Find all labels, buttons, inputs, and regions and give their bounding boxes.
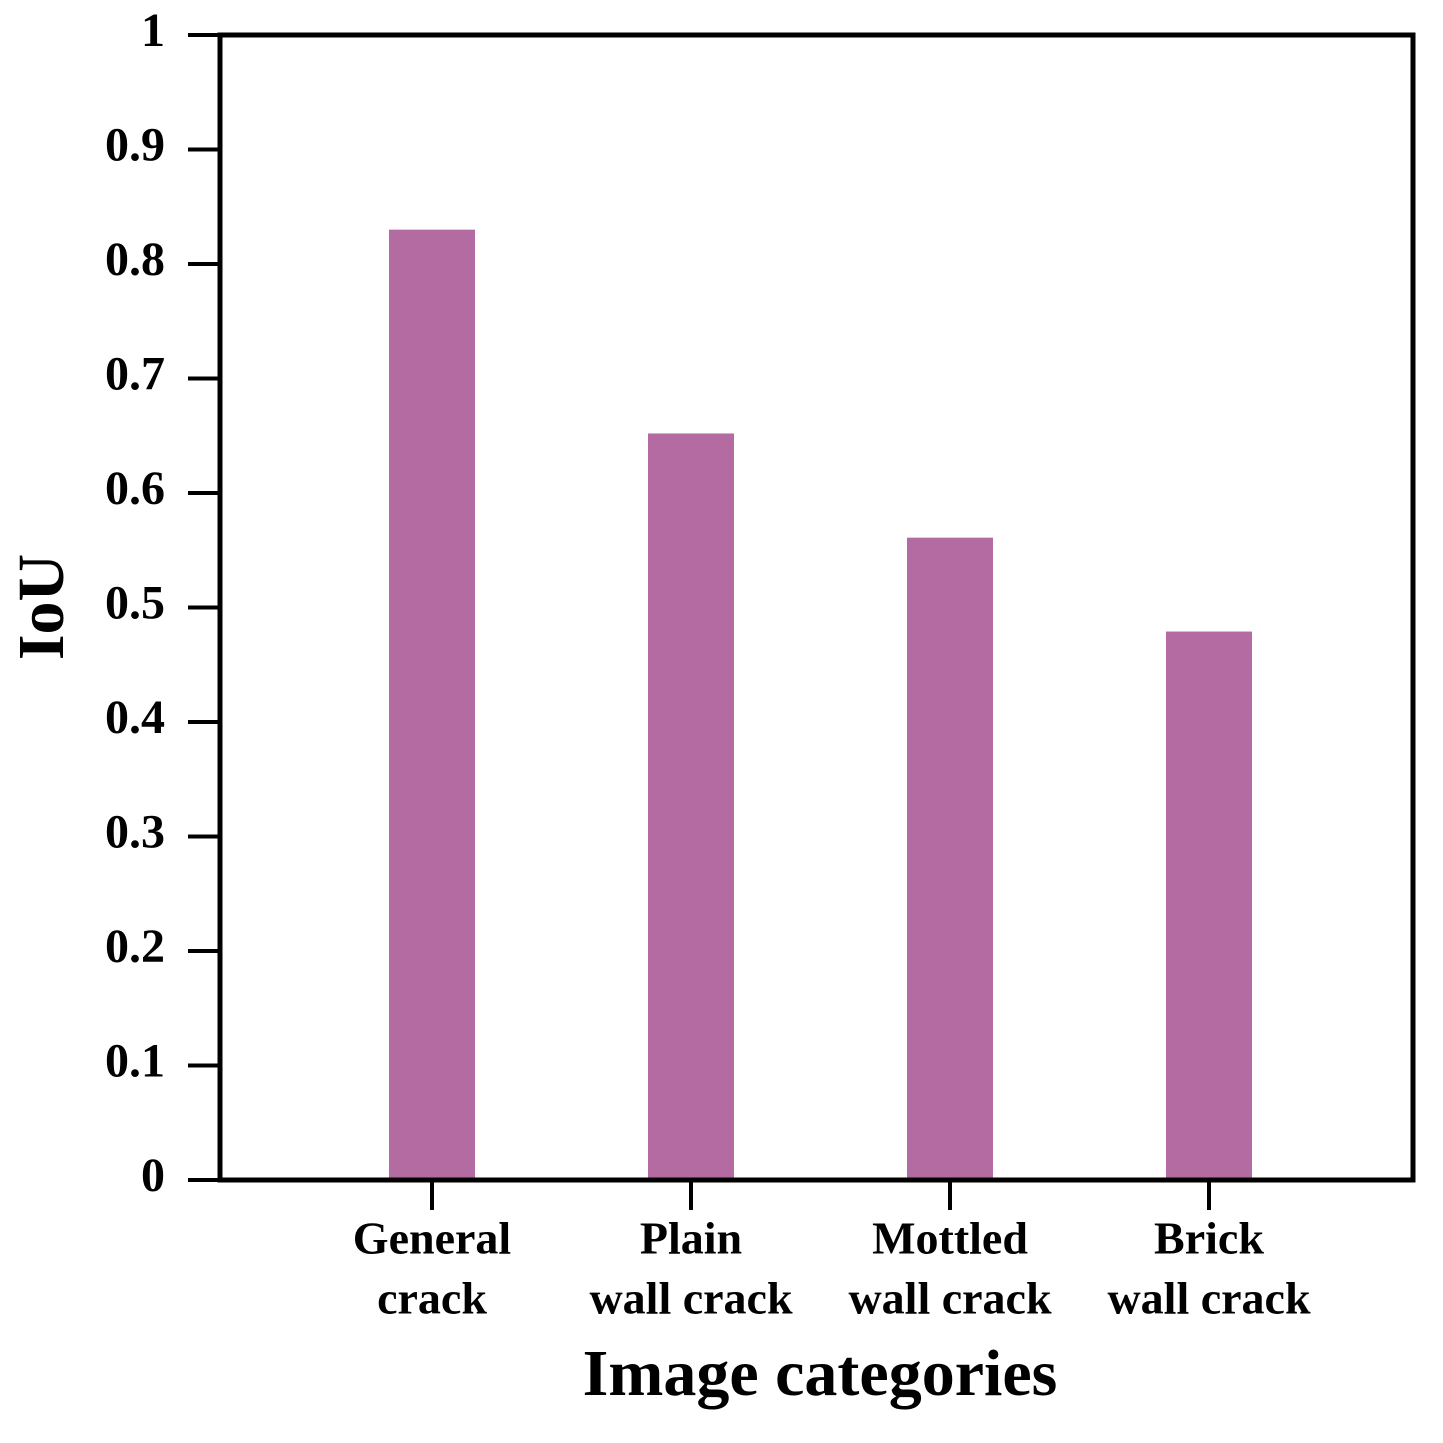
y-tick-label: 0.2 [105, 920, 165, 973]
y-axis-label: IoU [5, 554, 78, 660]
x-tick-label: wall crack [1107, 1273, 1311, 1324]
x-tick-label: wall crack [589, 1273, 793, 1324]
bar [648, 433, 734, 1181]
bar [389, 229, 475, 1180]
x-tick-label: Brick [1154, 1213, 1264, 1264]
bar [1166, 631, 1252, 1180]
x-tick-label: wall crack [848, 1273, 1052, 1324]
x-tick-label: Plain [640, 1213, 742, 1264]
y-tick-label: 1 [141, 4, 165, 57]
y-tick-label: 0.6 [105, 462, 165, 515]
x-axis-label: Image categories [583, 1337, 1058, 1410]
y-tick-label: 0 [141, 1149, 165, 1202]
plot-frame [217, 32, 1416, 1183]
y-tick-label: 0.3 [105, 806, 165, 859]
y-tick-label: 0.9 [105, 119, 165, 172]
y-tick-label: 0.5 [105, 577, 165, 630]
bar [907, 537, 993, 1180]
y-tick-label: 0.4 [105, 691, 165, 744]
y-tick-label: 0.8 [105, 233, 165, 286]
x-tick-label: Mottled [872, 1213, 1028, 1264]
x-tick-label: General [353, 1213, 511, 1264]
y-tick-label: 0.1 [105, 1035, 165, 1088]
x-tick-label: crack [377, 1273, 487, 1324]
y-tick-label: 0.7 [105, 348, 165, 401]
